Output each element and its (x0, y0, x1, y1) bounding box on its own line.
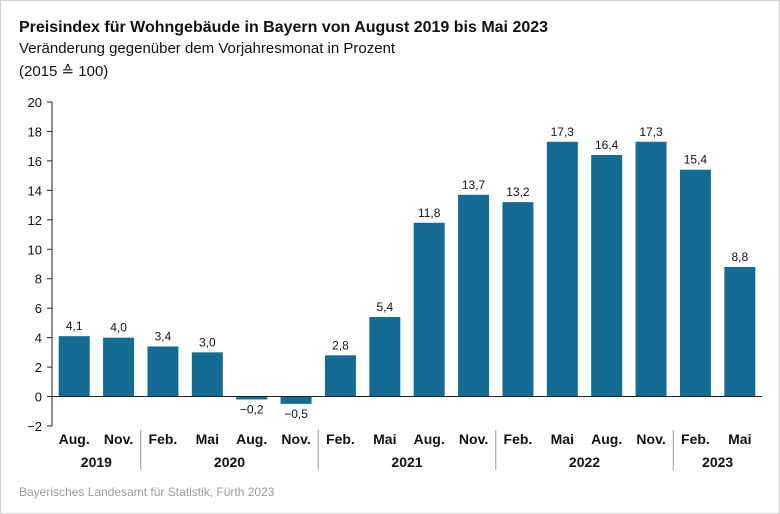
y-tick-label: 20 (28, 95, 42, 110)
chart-subtitle: Veränderung gegenüber dem Vorjahresmonat… (19, 40, 396, 57)
bar (103, 337, 135, 397)
bar-value-label: 17,3 (639, 125, 663, 139)
chart-title: Preisindex für Wohngebäude in Bayern von… (19, 19, 549, 36)
y-tick-label: −2 (27, 419, 42, 434)
bar (413, 222, 445, 397)
y-tick-label: 0 (35, 390, 42, 405)
bar (591, 155, 623, 397)
y-tick-label: 10 (28, 242, 42, 257)
bar (280, 396, 312, 404)
bar (147, 346, 179, 397)
bar-value-label: 13,7 (462, 178, 486, 192)
bar-value-label: −0,5 (284, 407, 308, 421)
x-category-label: Aug. (414, 431, 445, 447)
bar-value-label: 8,8 (731, 250, 748, 264)
bar-value-label: 17,3 (551, 125, 575, 139)
bar (546, 141, 578, 397)
x-category-label: Nov. (636, 431, 665, 447)
source-note: Bayerisches Landesamt für Statistik, Für… (19, 485, 275, 499)
y-tick-label: 6 (35, 301, 42, 316)
bar (324, 355, 356, 397)
bar (458, 194, 490, 397)
bar (236, 396, 268, 400)
x-category-label: Aug. (236, 431, 267, 447)
bar-value-label: −0,2 (240, 402, 264, 416)
bar-value-label: 3,4 (155, 329, 172, 343)
y-tick-label: 14 (28, 183, 42, 198)
y-tick-label: 16 (28, 154, 42, 169)
bar (502, 202, 534, 397)
x-category-label: Nov. (281, 431, 310, 447)
x-category-label: Aug. (59, 431, 90, 447)
x-category-label: Nov. (459, 431, 488, 447)
y-tick-label: 4 (35, 331, 42, 346)
bar-value-label: 16,4 (595, 138, 619, 152)
x-year-label: 2022 (569, 454, 600, 470)
x-category-label: Mai (373, 431, 396, 447)
bar-value-label: 4,0 (110, 321, 127, 335)
bar-value-label: 15,4 (684, 153, 708, 167)
x-year-label: 2021 (391, 454, 422, 470)
bar-value-label: 11,8 (418, 206, 441, 220)
x-category-label: Feb. (504, 431, 533, 447)
y-tick-label: 2 (35, 360, 42, 375)
x-category-label: Mai (196, 431, 219, 447)
bar-value-label: 5,4 (376, 300, 393, 314)
y-tick-label: 8 (35, 272, 42, 287)
bar (369, 317, 401, 397)
bar (635, 141, 667, 397)
bar (679, 169, 711, 397)
bar-value-label: 13,2 (506, 185, 530, 199)
x-category-label: Feb. (149, 431, 178, 447)
bar (724, 266, 756, 397)
bar-value-label: 4,1 (66, 319, 83, 333)
y-tick-label: 12 (28, 213, 42, 228)
x-category-label: Nov. (104, 431, 133, 447)
bar-value-label: 3,0 (199, 335, 216, 349)
x-category-label: Mai (551, 431, 574, 447)
x-year-label: 2019 (81, 454, 112, 470)
x-category-label: Mai (728, 431, 751, 447)
x-category-label: Feb. (681, 431, 710, 447)
bar (191, 352, 223, 397)
chart-base-note: (2015 ≙ 100) (19, 63, 109, 80)
bar (58, 336, 90, 397)
x-category-label: Feb. (326, 431, 355, 447)
bar-value-label: 2,8 (332, 338, 349, 352)
x-year-label: 2020 (214, 454, 245, 470)
y-tick-label: 18 (28, 124, 42, 139)
x-category-label: Aug. (591, 431, 622, 447)
x-year-label: 2023 (702, 454, 733, 470)
